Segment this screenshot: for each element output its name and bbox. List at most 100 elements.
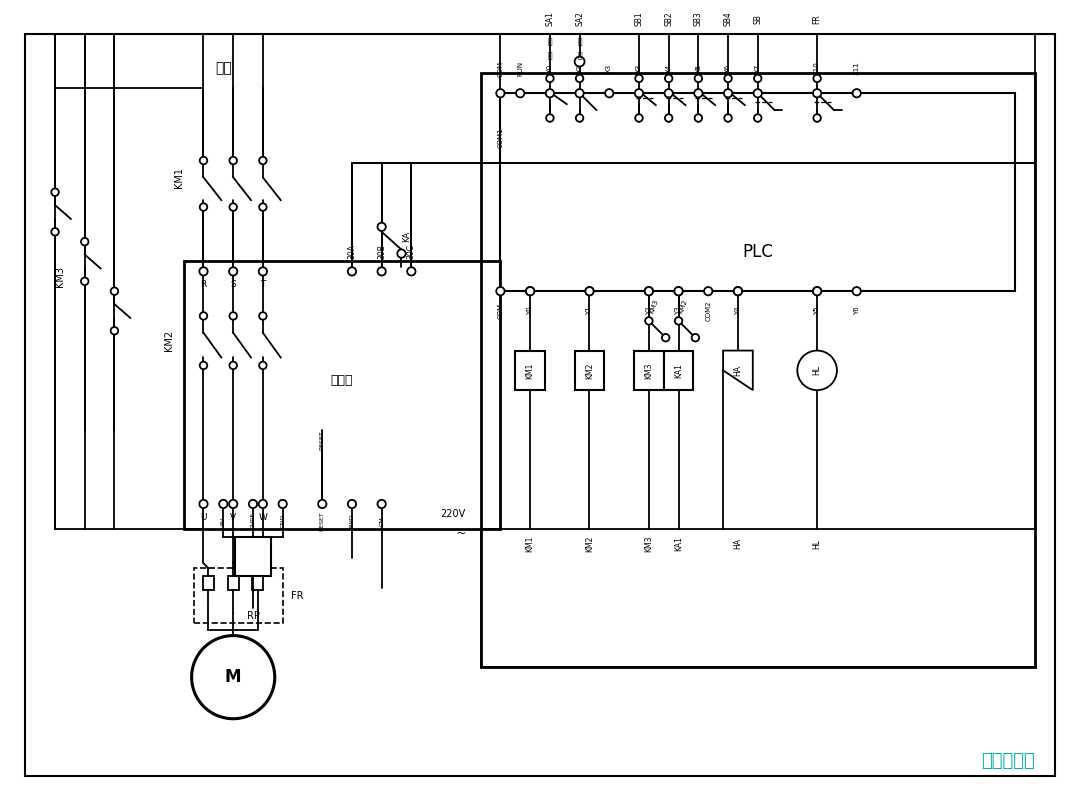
Text: SA1: SA1 <box>545 11 554 27</box>
Circle shape <box>51 228 58 236</box>
Circle shape <box>191 636 274 718</box>
Text: HL: HL <box>812 539 822 548</box>
Circle shape <box>259 361 267 369</box>
Circle shape <box>813 287 821 296</box>
Text: X5: X5 <box>696 64 701 73</box>
Text: X7: X7 <box>755 64 760 73</box>
Text: HL: HL <box>812 365 822 375</box>
Circle shape <box>516 89 525 97</box>
Text: KA1: KA1 <box>674 363 683 377</box>
Circle shape <box>585 287 594 296</box>
Bar <box>193 569 283 623</box>
Text: V: V <box>230 514 237 522</box>
Circle shape <box>694 75 702 82</box>
Text: KM3: KM3 <box>645 535 653 552</box>
Circle shape <box>259 500 267 508</box>
Text: SB4: SB4 <box>724 11 732 27</box>
Bar <box>634 351 664 390</box>
Polygon shape <box>724 351 753 390</box>
Text: KM1: KM1 <box>526 362 535 378</box>
Circle shape <box>662 334 670 342</box>
Circle shape <box>259 312 267 320</box>
Circle shape <box>110 327 118 335</box>
Text: 30B: 30B <box>377 244 387 259</box>
Text: KM1: KM1 <box>526 535 535 552</box>
Text: FR: FR <box>812 14 822 23</box>
Circle shape <box>645 287 653 296</box>
Text: HA: HA <box>733 538 742 549</box>
Circle shape <box>229 267 238 275</box>
Circle shape <box>664 89 673 97</box>
Text: 30A: 30A <box>348 244 356 259</box>
Text: 频: 频 <box>578 51 582 60</box>
Bar <box>515 351 545 390</box>
Text: X3: X3 <box>636 64 642 73</box>
Circle shape <box>635 89 643 97</box>
Circle shape <box>576 114 583 122</box>
Bar <box>500 93 1015 291</box>
Circle shape <box>754 75 761 82</box>
Circle shape <box>724 89 732 97</box>
Text: 自动秒链接: 自动秒链接 <box>981 752 1035 770</box>
Bar <box>575 351 605 390</box>
Circle shape <box>229 361 237 369</box>
Circle shape <box>279 500 287 508</box>
Text: R: R <box>201 279 206 288</box>
Circle shape <box>229 157 237 164</box>
Circle shape <box>704 287 713 296</box>
Circle shape <box>51 189 58 196</box>
Text: X4: X4 <box>665 64 672 73</box>
Bar <box>481 74 1035 667</box>
Text: X10: X10 <box>814 62 820 75</box>
Circle shape <box>526 287 535 296</box>
Circle shape <box>200 500 207 508</box>
Text: X1: X1 <box>577 64 582 73</box>
Text: RUN: RUN <box>517 61 523 76</box>
Text: KM1: KM1 <box>174 167 184 188</box>
Text: KM3: KM3 <box>648 298 659 314</box>
Circle shape <box>200 267 207 275</box>
Circle shape <box>496 89 504 97</box>
Circle shape <box>81 238 89 245</box>
Text: RESET: RESET <box>320 430 325 450</box>
Circle shape <box>852 89 861 97</box>
Text: OVRF: OVRF <box>251 512 256 529</box>
Circle shape <box>496 287 504 296</box>
Text: COM2: COM2 <box>705 301 712 322</box>
Circle shape <box>852 287 861 296</box>
Bar <box>235 537 271 576</box>
Text: SB1: SB1 <box>634 11 644 26</box>
Circle shape <box>319 500 326 508</box>
Text: Y5: Y5 <box>814 307 820 315</box>
Circle shape <box>691 334 699 342</box>
Circle shape <box>576 75 583 82</box>
Circle shape <box>200 312 207 320</box>
Circle shape <box>348 267 356 275</box>
Circle shape <box>645 287 653 296</box>
Text: Y2: Y2 <box>646 307 652 315</box>
Circle shape <box>635 75 643 82</box>
Circle shape <box>813 287 821 296</box>
Text: FWD: FWD <box>350 514 354 528</box>
Circle shape <box>725 114 732 122</box>
Circle shape <box>259 203 267 211</box>
Text: U: U <box>200 514 206 522</box>
Circle shape <box>754 114 761 122</box>
Text: GND: GND <box>280 514 285 528</box>
Circle shape <box>813 75 821 82</box>
Circle shape <box>645 317 652 325</box>
Text: HA: HA <box>733 364 742 376</box>
Text: SA2: SA2 <box>575 11 584 27</box>
Circle shape <box>229 203 237 211</box>
Text: 工: 工 <box>548 37 552 46</box>
Text: KM2: KM2 <box>585 362 594 378</box>
Circle shape <box>694 114 702 122</box>
Circle shape <box>378 267 386 275</box>
Bar <box>184 262 500 529</box>
Circle shape <box>813 89 821 97</box>
Circle shape <box>259 267 267 275</box>
Circle shape <box>576 89 584 97</box>
Circle shape <box>110 288 118 295</box>
Text: Y4: Y4 <box>735 307 741 315</box>
Text: 220V: 220V <box>441 509 465 519</box>
